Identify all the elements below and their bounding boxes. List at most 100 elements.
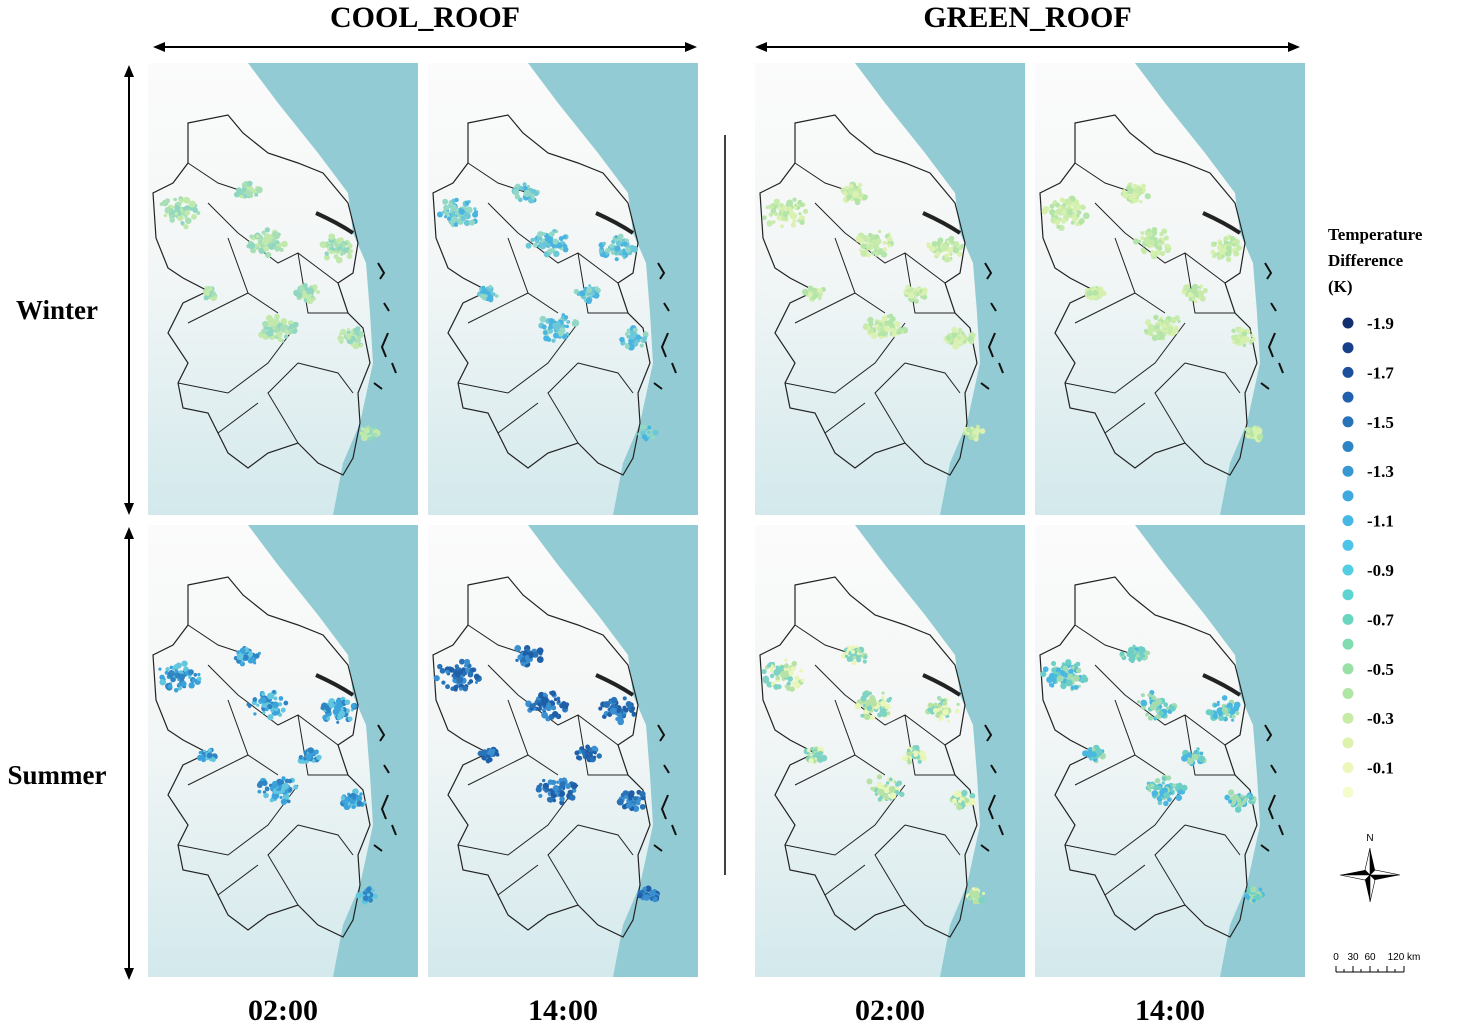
urban-cell bbox=[343, 802, 349, 807]
urban-cell bbox=[637, 892, 643, 899]
urban-cell bbox=[1162, 787, 1168, 794]
urban-cell bbox=[463, 219, 471, 227]
urban-cell bbox=[649, 889, 656, 897]
urban-cell bbox=[594, 286, 599, 291]
urban-cell bbox=[877, 782, 884, 789]
urban-cell bbox=[593, 755, 597, 759]
urban-cell bbox=[481, 755, 487, 761]
urban-cell bbox=[1236, 245, 1242, 251]
urban-cell bbox=[1227, 799, 1233, 804]
urban-cell bbox=[1253, 895, 1258, 900]
urban-cell bbox=[473, 207, 477, 211]
urban-cell bbox=[1234, 338, 1241, 344]
urban-cell bbox=[858, 248, 863, 252]
urban-cell bbox=[1130, 649, 1135, 654]
legend-label: -0.9 bbox=[1367, 561, 1394, 580]
urban-cell bbox=[1140, 235, 1145, 241]
urban-cell bbox=[439, 667, 446, 674]
urban-cell bbox=[1061, 662, 1066, 667]
urban-cell bbox=[773, 198, 780, 205]
map-panel bbox=[148, 63, 418, 515]
urban-cell bbox=[593, 751, 597, 755]
urban-cell bbox=[530, 237, 535, 243]
urban-cell bbox=[1137, 656, 1142, 662]
urban-cell bbox=[807, 748, 811, 753]
urban-cell bbox=[844, 654, 849, 659]
urban-cell bbox=[272, 780, 278, 787]
urban-cell bbox=[1143, 328, 1149, 334]
urban-cell bbox=[970, 894, 974, 899]
urban-cell bbox=[882, 240, 887, 245]
urban-cell bbox=[653, 896, 658, 901]
urban-cell bbox=[241, 187, 247, 193]
urban-cell bbox=[250, 656, 257, 663]
urban-cell bbox=[949, 239, 954, 244]
urban-cell bbox=[598, 706, 603, 711]
urban-cell bbox=[596, 753, 602, 759]
urban-cell bbox=[1062, 212, 1067, 216]
urban-cell bbox=[1144, 193, 1151, 200]
urban-cell bbox=[891, 331, 898, 338]
urban-cell bbox=[529, 703, 535, 709]
urban-cell bbox=[1065, 198, 1072, 205]
urban-cell bbox=[1059, 197, 1065, 203]
urban-cell bbox=[535, 786, 542, 793]
urban-cell bbox=[639, 424, 647, 431]
urban-cell bbox=[287, 320, 294, 326]
urban-cell bbox=[1121, 189, 1126, 194]
urban-cell bbox=[233, 191, 240, 198]
urban-cell bbox=[336, 714, 342, 720]
urban-cell bbox=[473, 673, 480, 680]
urban-cell bbox=[243, 193, 247, 198]
urban-cell bbox=[532, 651, 539, 658]
urban-cell bbox=[1188, 297, 1193, 301]
urban-cell bbox=[907, 759, 912, 765]
map-base bbox=[1035, 63, 1305, 515]
urban-cell bbox=[971, 800, 976, 806]
urban-cell bbox=[1065, 659, 1072, 666]
urban-cell bbox=[276, 787, 280, 792]
urban-cell bbox=[481, 285, 486, 290]
urban-cell bbox=[1061, 218, 1067, 224]
urban-cell bbox=[522, 182, 527, 187]
urban-cell bbox=[453, 222, 458, 227]
urban-cell bbox=[556, 242, 563, 249]
urban-cell bbox=[1165, 706, 1170, 710]
urban-cell bbox=[616, 798, 624, 806]
legend-label: -1.7 bbox=[1367, 363, 1394, 382]
urban-cell bbox=[874, 792, 879, 796]
urban-cell bbox=[1075, 203, 1081, 209]
urban-cell bbox=[588, 284, 592, 288]
urban-cell bbox=[267, 703, 273, 710]
urban-cell bbox=[1157, 242, 1162, 247]
scale-label: 30 bbox=[1347, 952, 1359, 963]
urban-cell bbox=[272, 701, 279, 709]
urban-cell bbox=[1157, 800, 1163, 806]
urban-cell bbox=[1249, 431, 1255, 438]
urban-cell bbox=[1159, 705, 1163, 709]
urban-cell bbox=[1062, 665, 1069, 672]
urban-cell bbox=[574, 750, 580, 756]
urban-cell bbox=[585, 744, 590, 750]
urban-cell bbox=[443, 204, 450, 211]
urban-cell bbox=[1183, 284, 1190, 292]
urban-cell bbox=[1139, 200, 1143, 204]
urban-cell bbox=[1147, 324, 1155, 332]
map-panel bbox=[755, 525, 1025, 977]
urban-cell bbox=[860, 249, 868, 257]
urban-cell bbox=[969, 792, 976, 799]
urban-cell bbox=[1229, 235, 1236, 242]
urban-cell bbox=[1196, 747, 1200, 751]
urban-cell bbox=[1228, 789, 1235, 796]
urban-cell bbox=[445, 684, 450, 690]
urban-cell bbox=[1234, 238, 1239, 243]
urban-cell bbox=[514, 194, 521, 200]
urban-cell bbox=[286, 799, 291, 804]
urban-cell bbox=[762, 677, 770, 684]
urban-cell bbox=[335, 702, 343, 709]
urban-cell bbox=[617, 718, 625, 726]
urban-cell bbox=[942, 700, 948, 706]
urban-cell bbox=[937, 704, 942, 709]
urban-cell bbox=[860, 193, 864, 198]
urban-cell bbox=[538, 793, 543, 799]
